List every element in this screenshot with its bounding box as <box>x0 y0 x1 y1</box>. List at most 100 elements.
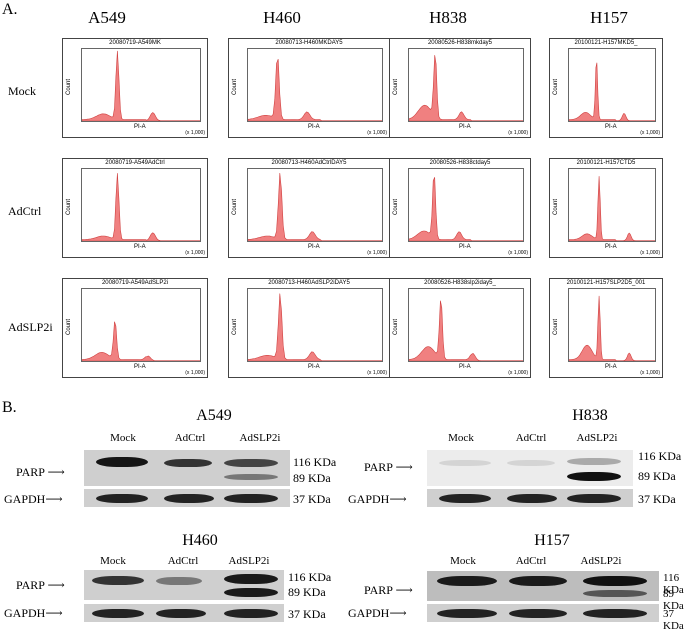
band <box>509 576 567 586</box>
band <box>437 576 497 586</box>
axis-scale: (x 1,000) <box>185 370 205 376</box>
x-axis-label: PI-A <box>134 364 146 370</box>
x-axis-label: PI-A <box>459 244 471 250</box>
band <box>92 609 144 618</box>
histogram-panel: 20080526-H838slp2iday5_ PI-A (x 1,000) Coun… <box>389 278 531 378</box>
parp-strip-a549 <box>84 450 290 486</box>
column-title-a549: A549 <box>88 8 126 27</box>
axis-scale: (x 1,000) <box>508 370 528 376</box>
histogram-curve <box>248 58 382 121</box>
histogram-plot <box>248 58 382 121</box>
y-axis-label: Count <box>232 78 238 95</box>
histogram-title: 20080713-H460AdCtrlDAY5 <box>271 160 347 166</box>
histogram-title: 20080719-A549AdCtrl <box>105 160 165 166</box>
kda-116-h838: 116 KDa <box>638 449 682 463</box>
x-axis-label: PI-A <box>308 364 320 370</box>
lane-label-adctrl: AdCtrl <box>167 555 199 567</box>
band <box>439 460 491 466</box>
y-axis-label: Count <box>66 318 72 335</box>
band <box>583 609 647 618</box>
x-axis-label: PI-A <box>134 124 146 130</box>
histogram-title: 20080713-H460AdSLP2iDAY5 <box>268 280 350 286</box>
lane-label-adslp2i: AdSLP2i <box>239 432 281 444</box>
gapdh-strip-a549 <box>84 489 290 507</box>
blot-title-h838: H838 <box>572 407 608 424</box>
histogram-panel: 20100121-H157SLP2D5_001 PI-A (x 1,000) Coun… <box>549 278 663 378</box>
kda-89-h460: 89 KDa <box>288 585 326 599</box>
gapdh-strip-h460 <box>84 604 284 622</box>
band <box>156 577 202 585</box>
lane-label-adslp2i: AdSLP2i <box>576 432 618 444</box>
lane-label-adslp2i: AdSLP2i <box>580 555 622 567</box>
histogram-plot <box>248 293 382 361</box>
lane-label-mock: Mock <box>100 555 126 567</box>
histogram-plot <box>409 300 523 361</box>
band <box>96 494 148 503</box>
band <box>224 588 278 597</box>
histogram-title: 20080526-H838ctday5 <box>429 160 491 166</box>
x-axis-label: PI-A <box>459 124 471 130</box>
parp-label-h157: PARP ⟶ <box>364 583 413 597</box>
axis-scale: (x 1,000) <box>508 130 528 136</box>
x-axis-label: PI-A <box>308 124 320 130</box>
band <box>567 494 621 503</box>
lane-label-adctrl: AdCtrl <box>174 432 206 444</box>
x-axis-label: PI-A <box>459 364 471 370</box>
band <box>224 459 278 467</box>
lane-label-mock: Mock <box>450 555 476 567</box>
y-axis-label: Count <box>553 318 559 335</box>
y-axis-label: Count <box>553 78 559 95</box>
histogram-panel: 20080719-A549AdSLP2i PI-A (x 1,000) Count <box>62 278 208 378</box>
histogram-plot <box>569 176 655 241</box>
histogram-title: 20080719-A549MK <box>109 40 161 46</box>
axis-scale: (x 1,000) <box>185 130 205 136</box>
y-axis-label: Count <box>66 198 72 215</box>
kda-116-a549: 116 KDa <box>293 455 337 469</box>
band <box>156 609 206 618</box>
y-axis-label: Count <box>66 78 72 95</box>
histogram-curve <box>82 173 200 241</box>
histogram-title: 20100121-H157SLP2D5_001 <box>566 280 646 286</box>
histogram-curve <box>569 295 655 361</box>
kda-89-a549: 89 KDa <box>293 471 331 485</box>
blot-title-h157: H157 <box>534 532 570 549</box>
axis-scale: (x 1,000) <box>367 370 387 376</box>
x-axis-label: PI-A <box>605 364 617 370</box>
gapdh-label-a549: GAPDH⟶ <box>4 492 63 506</box>
parp-label-h460: PARP ⟶ <box>16 578 65 592</box>
parp-strip-h460 <box>84 570 284 600</box>
lane-label-adctrl: AdCtrl <box>515 432 547 444</box>
band <box>439 494 491 503</box>
y-axis-label: Count <box>393 78 399 95</box>
histogram-plot <box>409 55 523 121</box>
axis-scale: (x 1,000) <box>185 250 205 256</box>
histogram-title: 20080526-H838mkday5 <box>427 40 493 46</box>
lane-label-mock: Mock <box>448 432 474 444</box>
band <box>92 576 144 585</box>
column-title-h838: H838 <box>429 8 467 27</box>
band <box>224 609 278 618</box>
histogram-panel: 20080719-A549MK PI-A (x 1,000) Count <box>62 38 208 138</box>
band <box>507 494 557 503</box>
histogram-panel: 20080713-H460AdCtrlDAY5 PI-A (x 1,000) Coun… <box>228 158 390 258</box>
axis-scale: (x 1,000) <box>508 250 528 256</box>
gapdh-strip-h838 <box>427 489 633 507</box>
panel-b-letter: B. <box>2 399 17 416</box>
histogram-panel: 20080713-H460MKDAY5 PI-A (x 1,000) Count <box>228 38 390 138</box>
gapdh-strip-h157 <box>427 604 659 622</box>
band <box>509 609 567 618</box>
column-title-h460: H460 <box>263 8 301 27</box>
histogram-panel: 20080713-H460AdSLP2iDAY5 PI-A (x 1,000) Cou… <box>228 278 390 378</box>
band <box>567 458 621 465</box>
parp-label-h838: PARP ⟶ <box>364 460 413 474</box>
histogram-curve <box>82 321 200 361</box>
band <box>224 474 278 480</box>
band <box>96 457 148 467</box>
band <box>164 494 214 503</box>
kda-116-h460: 116 KDa <box>288 570 332 584</box>
histogram-curve <box>409 55 523 121</box>
kda-116-h157: 116 KDa <box>663 572 684 596</box>
x-axis-label: PI-A <box>605 244 617 250</box>
axis-scale: (x 1,000) <box>640 250 660 256</box>
band <box>224 494 278 503</box>
